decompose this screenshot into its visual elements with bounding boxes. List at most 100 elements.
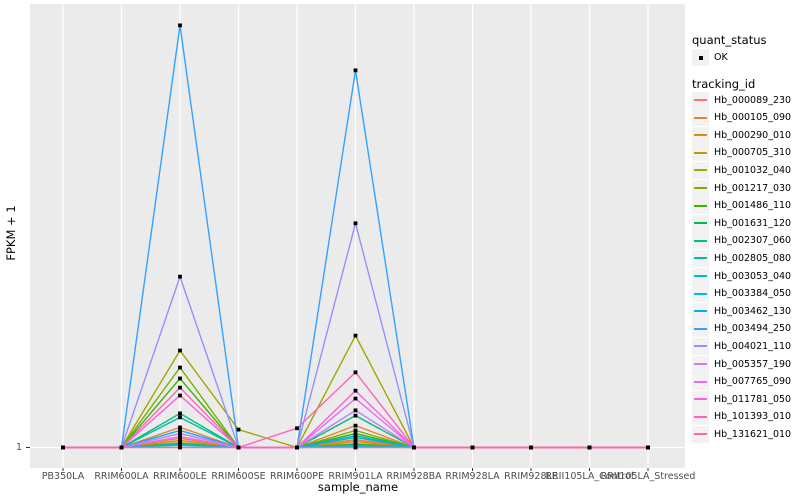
data-point — [353, 431, 358, 436]
legend-key-box — [692, 49, 709, 66]
series-color-line-icon — [694, 116, 707, 119]
series-color-line-icon — [694, 345, 707, 348]
data-point — [178, 385, 182, 390]
data-point — [412, 445, 416, 450]
data-point — [178, 376, 182, 381]
series-color-line-icon — [694, 134, 707, 137]
data-point — [236, 427, 241, 432]
series-color-line-icon — [694, 415, 707, 418]
legend-key-box — [692, 144, 709, 162]
legend-item-label: Hb_005357_190 — [714, 358, 792, 370]
data-point — [587, 445, 592, 450]
data-point — [295, 426, 299, 431]
series-color-line-icon — [694, 292, 707, 295]
data-point — [178, 393, 182, 398]
legend-item-Hb_005357_190: Hb_005357_190 — [692, 355, 792, 373]
legend-item-Hb_000705_310: Hb_000705_310 — [692, 144, 791, 162]
legend-item-Hb_003384_050: Hb_003384_050 — [692, 285, 792, 303]
data-point — [178, 428, 182, 433]
data-point — [353, 388, 358, 393]
legend-item-Hb_002307_060: Hb_002307_060 — [692, 232, 792, 250]
legend-key-box — [692, 390, 709, 408]
series-color-line-icon — [694, 433, 707, 436]
legend-key-box — [692, 267, 709, 285]
data-point — [178, 434, 182, 439]
legend-item-Hb_003462_130: Hb_003462_130 — [692, 302, 791, 320]
legend-key-box — [692, 91, 709, 109]
legend-item-label: Hb_007765_090 — [714, 376, 792, 388]
x-tick-label-RRIM600LA: RRIM600LA — [94, 471, 149, 482]
legend-item-Hb_011781_050: Hb_011781_050 — [692, 390, 791, 408]
legend-key-box — [692, 302, 709, 320]
data-point — [178, 431, 182, 436]
legend-item-label: Hb_001486_110 — [714, 200, 792, 212]
data-point — [178, 443, 182, 448]
legend-key-box — [692, 373, 709, 391]
legend-item-label: OK — [714, 52, 728, 63]
data-point — [353, 396, 358, 401]
legend-item-label: Hb_000105_090 — [714, 112, 792, 124]
data-point — [61, 445, 65, 450]
series-color-line-icon — [694, 187, 707, 189]
legend-item-Hb_131621_010: Hb_131621_010 — [692, 425, 792, 443]
data-point — [353, 428, 358, 433]
legend-item-Hb_101393_010: Hb_101393_010 — [692, 408, 792, 426]
legend-item-label: Hb_002805_080 — [714, 252, 792, 264]
legend-item-label: Hb_002307_060 — [714, 235, 792, 247]
data-point — [646, 445, 650, 450]
data-point — [353, 423, 358, 428]
legend-title-tracking-id: tracking_id — [692, 77, 756, 91]
legend-item-label: Hb_101393_010 — [714, 411, 792, 423]
data-point — [178, 274, 182, 279]
legend-title-quant-status: quant_status — [692, 33, 767, 47]
data-point — [178, 23, 182, 28]
legend-item-label: Hb_003494_250 — [714, 323, 792, 335]
data-point — [178, 438, 182, 443]
legend-item-Hb_001032_040: Hb_001032_040 — [692, 161, 791, 179]
legend-item-label: Hb_003384_050 — [714, 288, 792, 300]
legend-key-box — [692, 179, 709, 197]
series-color-line-icon — [694, 151, 707, 154]
y-axis-title: FPKM + 1 — [4, 205, 18, 261]
legend-key-box — [692, 408, 709, 426]
legend-key-box — [692, 161, 709, 179]
legend-item-Hb_007765_090: Hb_007765_090 — [692, 373, 792, 391]
x-tick-label-PB350LA: PB350LA — [41, 471, 85, 482]
legend-key-box — [692, 320, 709, 338]
data-point — [178, 415, 182, 420]
data-point — [470, 445, 475, 450]
legend-item-label: Hb_001631_120 — [714, 217, 792, 229]
legend-key-box — [692, 214, 709, 232]
legend-key-box — [692, 425, 709, 443]
legend-key-box — [692, 126, 709, 144]
legend-item-Hb_000105_090: Hb_000105_090 — [692, 109, 792, 127]
data-point — [353, 413, 358, 418]
data-point — [353, 433, 358, 438]
data-point — [353, 68, 358, 73]
series-color-line-icon — [694, 380, 707, 383]
data-point — [178, 425, 182, 430]
data-point — [529, 445, 533, 450]
series-color-line-icon — [694, 257, 707, 260]
series-color-line-icon — [694, 398, 707, 401]
legend-key-box — [692, 285, 709, 303]
series-color-line-icon — [694, 99, 707, 101]
legend-item-Hb_004021_110: Hb_004021_110 — [692, 337, 792, 355]
series-color-line-icon — [694, 310, 707, 313]
data-point — [353, 445, 358, 450]
x-tick-label-RRIM928BA: RRIM928BA — [386, 471, 442, 482]
x-tick-label-RRIM901LA: RRIM901LA — [328, 471, 383, 482]
series-color-line-icon — [694, 204, 707, 207]
x-axis-title: sample_name — [317, 480, 399, 494]
legend-item-Hb_003053_040: Hb_003053_040 — [692, 267, 791, 285]
x-tick-label-RRII105LA_Control: RRII105LA_Control — [545, 471, 634, 482]
legend-item-label: Hb_131621_010 — [714, 428, 792, 440]
legend-item-label: Hb_004021_110 — [714, 340, 792, 352]
legend-key-box — [692, 109, 709, 127]
series-color-line-icon — [694, 169, 707, 172]
data-point — [236, 445, 241, 450]
legend-item-Hb_001631_120: Hb_001631_120 — [692, 214, 792, 232]
x-tick-label-RRIM928LE: RRIM928LE — [504, 471, 558, 482]
legend-item-Hb_003494_250: Hb_003494_250 — [692, 320, 792, 338]
